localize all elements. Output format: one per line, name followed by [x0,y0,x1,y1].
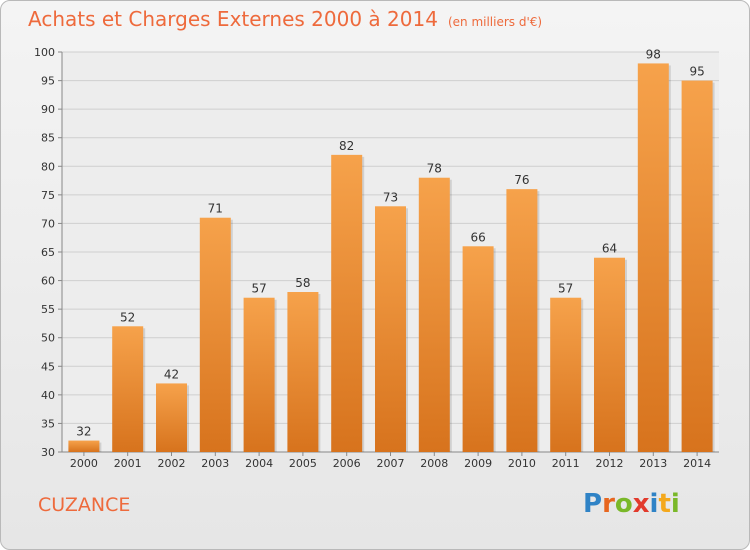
x-tick-label: 2009 [464,457,492,470]
bar-value-label: 57 [251,282,266,296]
bar [594,257,625,452]
y-tick-label: 60 [41,275,55,288]
logo-letter: r [602,489,615,519]
bar-value-label: 58 [295,276,310,290]
y-tick-label: 75 [41,189,55,202]
x-tick-label: 2014 [683,457,711,470]
bar-value-label: 66 [470,230,485,244]
y-tick-label: 45 [41,360,55,373]
x-tick-label: 2007 [377,457,405,470]
bar [375,206,406,452]
chart-title: Achats et Charges Externes 2000 à 2014 (e… [28,7,542,31]
y-tick-label: 65 [41,246,55,259]
bar-value-label: 78 [427,162,442,176]
x-tick-label: 2010 [508,457,536,470]
y-tick-label: 50 [41,332,55,345]
x-tick-label: 2004 [245,457,273,470]
bar [199,217,231,452]
x-tick-label: 2012 [596,457,624,470]
x-tick-label: 2006 [333,457,361,470]
bar [681,80,713,453]
y-tick-label: 100 [34,46,55,59]
logo-letter: P [583,489,603,519]
logo-letter: t [658,489,671,519]
bar [637,63,669,453]
town-name: CUZANCE [38,494,131,516]
chart-title-unit: (en milliers d'€) [447,15,543,29]
bar-value-label: 52 [120,310,135,324]
chart-title-main: Achats et Charges Externes 2000 à 2014 [28,7,438,31]
bar-value-label: 98 [646,47,661,61]
y-tick-label: 30 [41,446,55,459]
logo-letter: x [632,489,650,519]
y-tick-label: 70 [41,217,55,230]
bar-value-label: 82 [339,139,354,153]
y-tick-label: 95 [41,75,55,88]
bar-value-label: 95 [689,65,704,79]
bar [287,292,319,452]
x-tick-label: 2013 [639,457,667,470]
logo-letter: i [670,489,680,519]
x-tick-label: 2000 [70,457,98,470]
x-tick-label: 2002 [158,457,186,470]
bar-value-label: 73 [383,190,398,204]
bar [112,326,144,452]
y-tick-label: 85 [41,132,55,145]
bar [550,297,582,452]
bar-value-label: 42 [164,367,179,381]
y-tick-label: 55 [41,303,55,316]
bar-value-label: 76 [514,173,529,187]
logo-letter: i [649,489,659,519]
y-tick-label: 35 [41,417,55,430]
x-tick-label: 2003 [201,457,229,470]
y-tick-label: 80 [41,160,55,173]
x-tick-label: 2005 [289,457,317,470]
bar [331,154,363,452]
y-tick-label: 40 [41,389,55,402]
bar [243,297,275,452]
bar-value-label: 57 [558,282,573,296]
bar [418,177,450,452]
bar-value-label: 71 [208,202,223,216]
bar-value-label: 64 [602,242,617,256]
proxiti-logo: Proxiti [583,489,680,519]
x-tick-label: 2011 [552,457,580,470]
bar [68,440,100,452]
bar [506,189,538,452]
bar [462,246,494,452]
logo-letter: o [614,489,633,519]
bar [156,383,187,452]
bar-value-label: 32 [76,425,91,439]
x-tick-label: 2001 [114,457,142,470]
y-tick-label: 90 [41,103,55,116]
x-tick-label: 2008 [420,457,448,470]
